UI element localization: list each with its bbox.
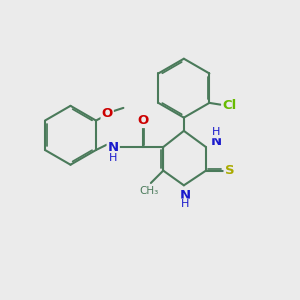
Text: Cl: Cl [222,99,236,112]
Text: S: S [225,164,234,177]
Text: H: H [212,127,220,137]
Text: CH₃: CH₃ [140,186,159,196]
Text: O: O [102,107,113,120]
Text: H: H [109,153,117,163]
Text: N: N [180,189,191,202]
Text: N: N [108,141,119,154]
Text: H: H [181,200,190,209]
Text: O: O [137,114,148,127]
Text: N: N [211,135,222,148]
